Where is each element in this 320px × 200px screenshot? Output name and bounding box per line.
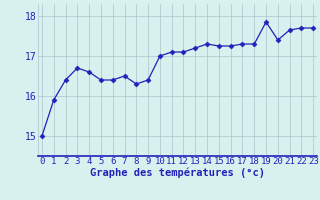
X-axis label: Graphe des températures (°c): Graphe des températures (°c) <box>90 167 265 178</box>
